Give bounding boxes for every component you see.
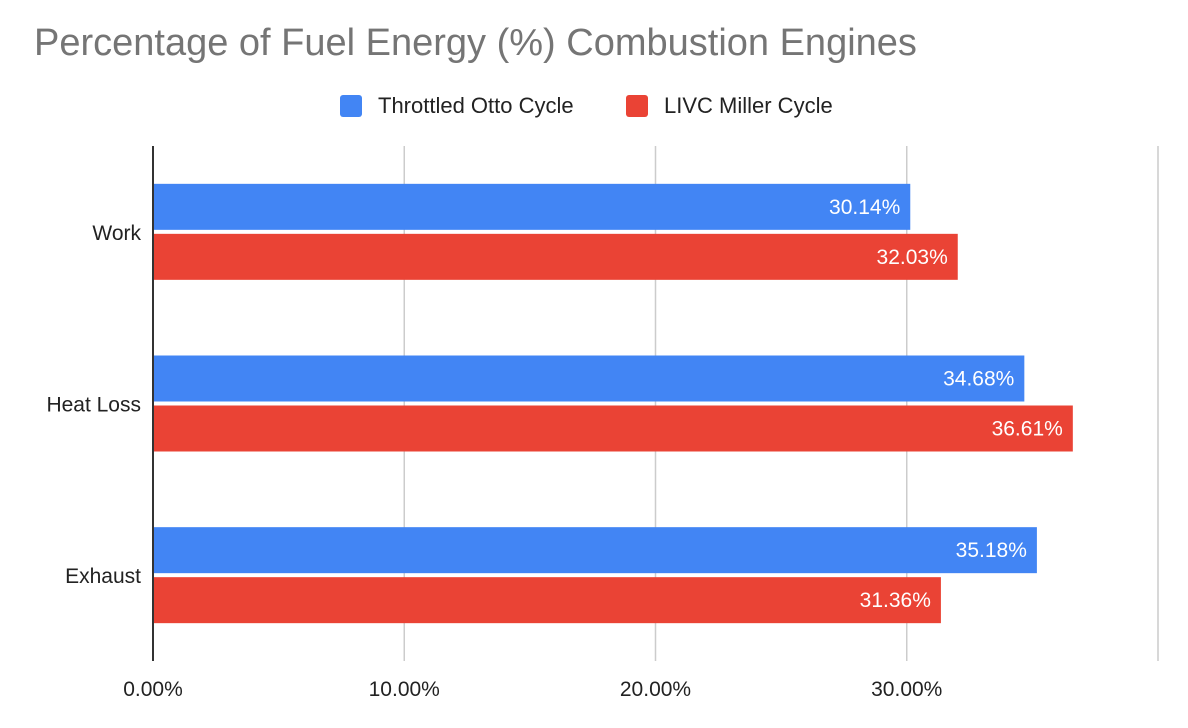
legend-label-otto: Throttled Otto Cycle <box>378 93 574 118</box>
legend-swatch-otto <box>340 95 362 117</box>
legend-item-otto[interactable]: Throttled Otto Cycle <box>340 93 574 119</box>
bar-1-1 <box>153 405 1073 452</box>
bar-0-1 <box>153 355 1025 402</box>
data-label-0-2: 35.18% <box>956 539 1027 562</box>
data-label-0-0: 30.14% <box>829 196 900 219</box>
legend-swatch-miller <box>626 95 648 117</box>
x-tick-label-2: 20.00% <box>620 678 691 701</box>
bar-1-2 <box>153 577 941 624</box>
bar-0-2 <box>153 527 1037 574</box>
category-label-0: Work <box>92 222 141 245</box>
category-label-1: Heat Loss <box>46 394 141 417</box>
bar-1-0 <box>153 233 958 280</box>
chart-title: Percentage of Fuel Energy (%) Combustion… <box>34 22 917 64</box>
data-label-1-1: 36.61% <box>992 418 1063 441</box>
x-tick-label-0: 0.00% <box>123 678 183 701</box>
x-tick-label-3: 30.00% <box>871 678 942 701</box>
x-tick-label-1: 10.00% <box>369 678 440 701</box>
category-label-2: Exhaust <box>65 565 141 588</box>
data-label-1-0: 32.03% <box>877 246 948 269</box>
legend-label-miller: LIVC Miller Cycle <box>664 93 833 118</box>
legend-item-miller[interactable]: LIVC Miller Cycle <box>626 93 833 119</box>
bar-0-0 <box>153 183 911 230</box>
data-label-0-1: 34.68% <box>943 368 1014 391</box>
data-label-1-2: 31.36% <box>860 589 931 612</box>
